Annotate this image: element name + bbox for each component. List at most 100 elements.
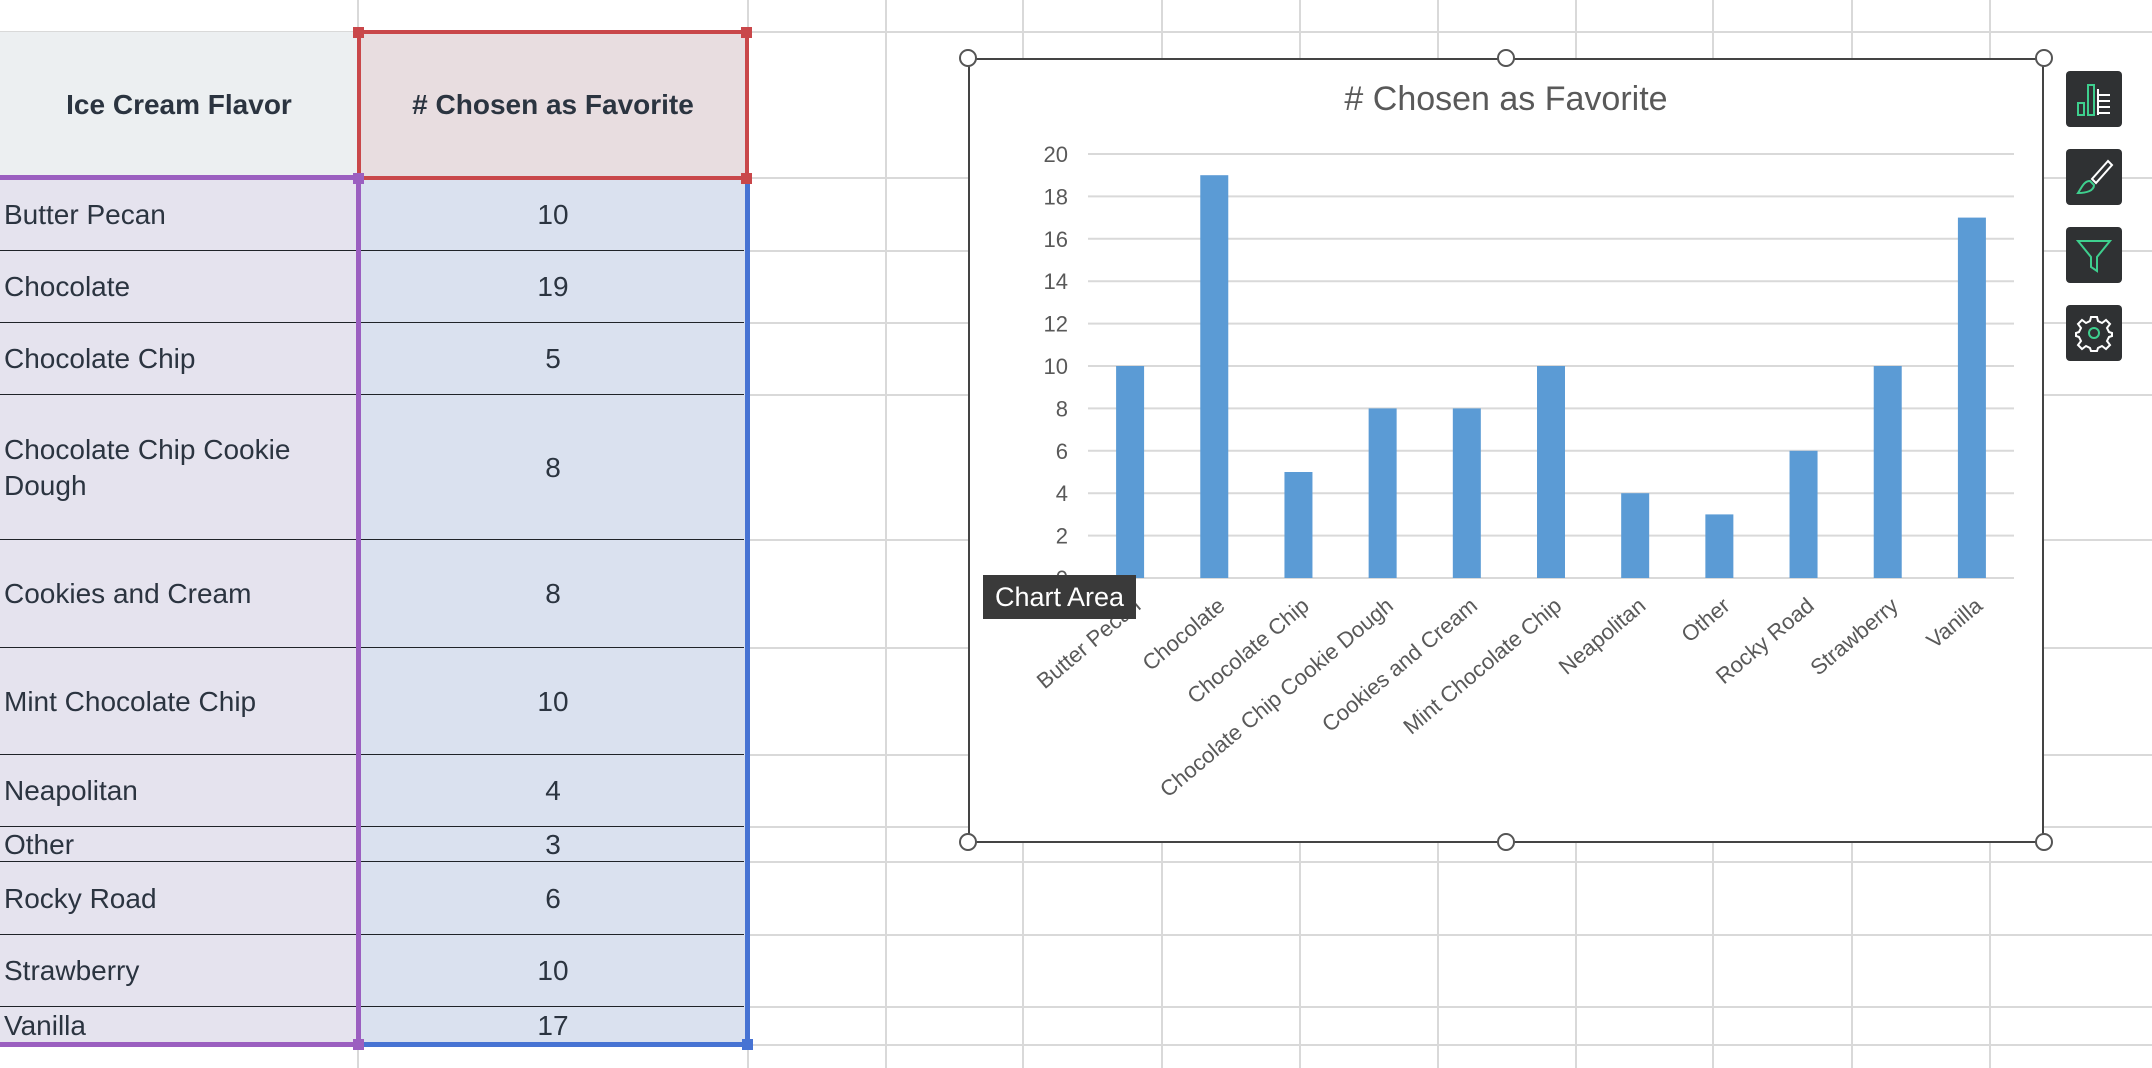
flavor-name: Vanilla [4,1010,86,1041]
chart-resize-handle[interactable] [1497,833,1515,851]
count-cell[interactable]: 6 [358,862,748,935]
bar[interactable] [1705,514,1734,578]
bar[interactable] [1621,493,1650,578]
bar-chart[interactable]: # Chosen as Favorite02468101214161820But… [968,58,2044,843]
chart-area-tooltip: Chart Area [983,575,1137,619]
x-tick-label: Neapolitan [1554,593,1651,680]
chart-resize-handle[interactable] [2035,49,2053,67]
y-tick-label: 10 [1044,354,1068,379]
count-value: 17 [537,1010,569,1041]
flavor-cell[interactable]: Mint Chocolate Chip [0,648,358,755]
count-value: 8 [545,578,561,609]
chart-settings-icon [2075,316,2113,352]
bar[interactable] [1368,408,1397,578]
count-cell[interactable]: 17 [358,1007,748,1045]
bar[interactable] [1452,408,1481,578]
count-cell[interactable]: 3 [358,827,748,862]
chart-resize-handle[interactable] [959,833,977,851]
count-cell[interactable]: 10 [358,178,748,251]
x-tick-label: Vanilla [1922,592,1988,653]
flavor-name: Mint Chocolate Chip [4,685,257,717]
chart-styles-icon [2076,159,2114,195]
header-count-label: # Chosen as Favorite [412,89,694,120]
flavor-name: Chocolate Chip Cookie Dough [4,433,291,501]
bar[interactable] [1200,175,1229,578]
chart-filters-button[interactable] [2066,227,2122,283]
flavor-name: Butter Pecan [4,198,166,230]
selection-handle [741,173,752,184]
bar[interactable] [1957,217,1986,578]
y-tick-label: 8 [1056,396,1068,421]
selection-handle [353,173,364,184]
count-cell[interactable]: 10 [358,935,748,1007]
x-tick-label: Mint Chocolate Chip [1398,593,1566,739]
count-value: 3 [545,828,561,860]
flavor-cell[interactable]: Vanilla [0,1007,358,1045]
selection-handle [742,1039,753,1050]
y-tick-label: 20 [1044,142,1068,167]
bar[interactable] [1537,366,1565,578]
y-tick-label: 16 [1044,227,1068,252]
flavor-cell[interactable]: Chocolate Chip Cookie Dough [0,395,358,540]
chart-elements-icon [2077,84,2110,116]
flavor-cell[interactable]: Chocolate Chip [0,323,358,395]
selection-handle [353,27,364,38]
y-tick-label: 6 [1056,439,1068,464]
count-cell[interactable]: 8 [358,395,748,540]
value-range-outline-right [745,178,750,1045]
count-cell[interactable]: 5 [358,323,748,395]
count-value: 19 [537,271,569,302]
x-tick-label: Other [1676,593,1734,648]
flavor-cell[interactable]: Other [0,827,358,862]
count-cell[interactable]: 10 [358,648,748,755]
flavor-name: Neapolitan [4,775,138,806]
y-tick-label: 14 [1044,269,1068,294]
flavor-cell[interactable]: Rocky Road [0,862,358,935]
flavor-name: Rocky Road [4,882,157,914]
flavor-cell[interactable]: Butter Pecan [0,178,358,251]
flavor-cell[interactable]: Cookies and Cream [0,540,358,648]
flavor-cell[interactable]: Neapolitan [0,755,358,827]
count-value: 8 [545,451,561,483]
bar[interactable] [1873,366,1902,578]
y-tick-label: 18 [1044,184,1068,209]
chart-elements-button[interactable] [2066,71,2122,127]
count-value: 10 [537,685,569,717]
count-cell[interactable]: 4 [358,755,748,827]
count-value: 4 [545,775,561,806]
flavor-cell[interactable]: Strawberry [0,935,358,1007]
x-tick-label: Strawberry [1805,593,1903,681]
chart-resize-handle[interactable] [959,49,977,67]
bar[interactable] [1789,450,1818,578]
count-value: 6 [545,882,561,914]
y-tick-label: 4 [1056,481,1068,506]
value-range-outline-bottom [358,1042,750,1047]
selection-handle [353,1039,364,1050]
y-tick-label: 12 [1044,312,1068,337]
count-value: 5 [545,343,561,374]
selection-handle [741,27,752,38]
label-range-outline-top [0,175,360,180]
header-flavor-cell[interactable]: Ice Cream Flavor [0,32,358,178]
header-count-cell[interactable]: # Chosen as Favorite [358,32,748,178]
header-selection-outline [357,30,749,180]
bar[interactable] [1116,366,1145,578]
header-flavor-label: Ice Cream Flavor [66,89,292,120]
flavor-name: Chocolate Chip [4,343,196,374]
flavor-name: Chocolate [4,271,131,302]
chart-settings-button[interactable] [2066,305,2122,361]
count-cell[interactable]: 19 [358,251,748,323]
flavor-name: Cookies and Cream [4,578,252,609]
bar[interactable] [1284,472,1313,578]
label-range-outline-bottom [0,1042,360,1047]
count-cell[interactable]: 8 [358,540,748,648]
chart-title: # Chosen as Favorite [1344,80,1667,118]
label-range-outline-right [356,178,361,1045]
count-value: 10 [537,955,569,986]
flavor-cell[interactable]: Chocolate [0,251,358,323]
count-value: 10 [537,198,569,230]
chart-resize-handle[interactable] [1497,49,1515,67]
y-tick-label: 2 [1056,524,1068,549]
chart-resize-handle[interactable] [2035,833,2053,851]
chart-styles-button[interactable] [2066,149,2122,205]
